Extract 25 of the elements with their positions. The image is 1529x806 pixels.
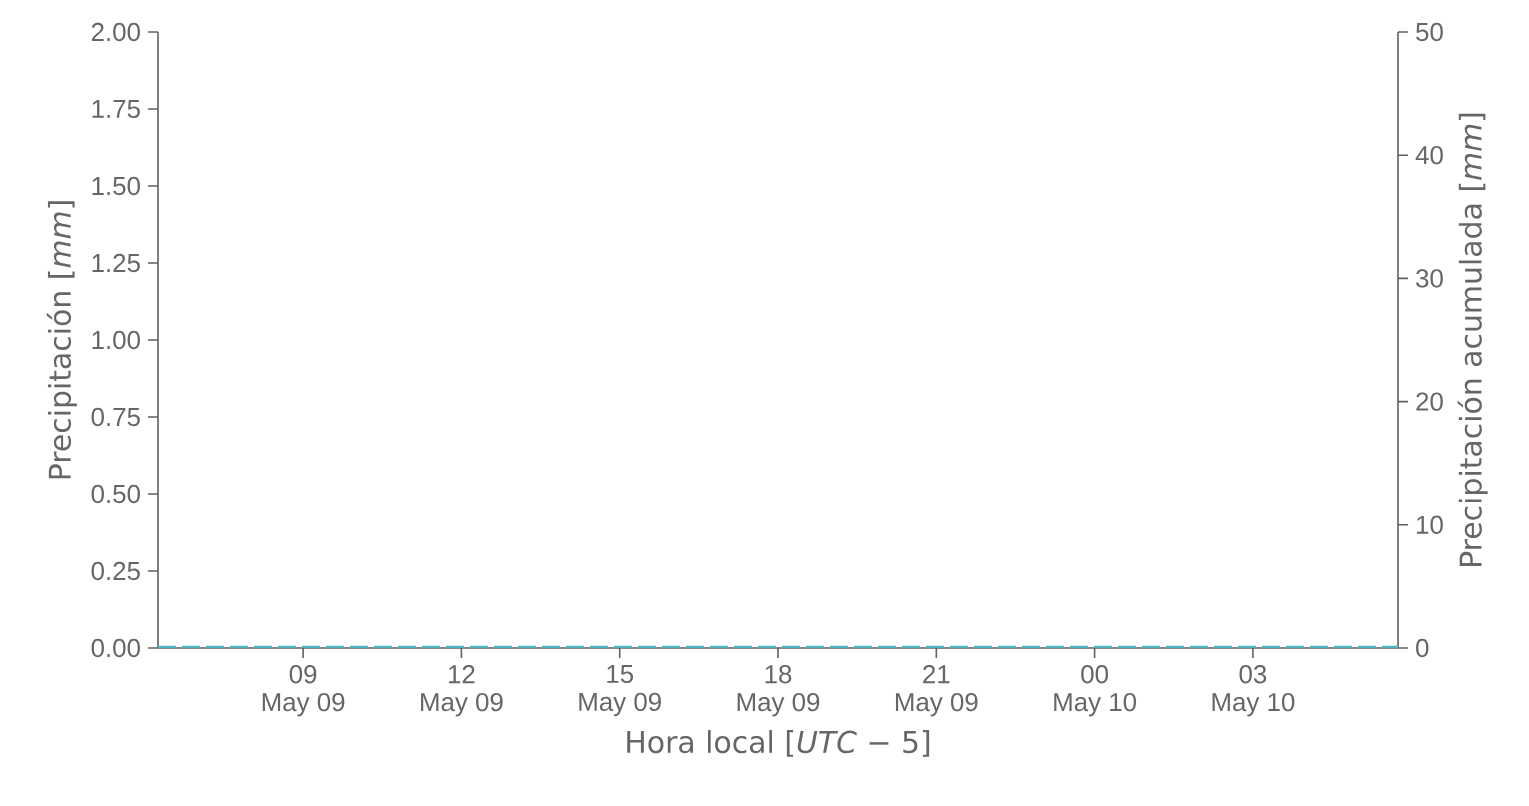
x-tick-label: 00 May 10 <box>1054 665 1137 717</box>
y-tick-label: 1.50 <box>92 176 140 196</box>
y-tick-label: 0.75 <box>91 407 140 427</box>
y-tick-label: 1.25 <box>92 253 140 273</box>
y-tick-label: 1.00 <box>92 330 140 350</box>
x-tick-label: 09 May 09 <box>262 665 345 717</box>
x-tick-label: 12 May 09 <box>421 665 503 717</box>
y-axis-title: Precipitación [mm] <box>46 201 77 479</box>
y-tick-label: 0.50 <box>91 484 140 504</box>
x-tick-label: 21 May 09 <box>895 665 978 717</box>
y-tick-label: 0.00 <box>91 638 140 658</box>
y2-tick-label: 40 <box>1415 146 1443 165</box>
y-tick-label: 2.00 <box>91 22 140 42</box>
y-tick-label: 0.25 <box>91 561 140 581</box>
y2-tick-label: 50 <box>1416 22 1443 42</box>
y2-tick-label: 10 <box>1417 515 1443 534</box>
x-tick-label: 15 May 09 <box>579 665 661 717</box>
x-tick-label: 18 May 09 <box>737 665 820 717</box>
x-tick-label: 03 May 10 <box>1212 665 1295 717</box>
y-tick-label: 1.75 <box>92 99 140 119</box>
x-axis-title: Hora local [UTC − 5] <box>627 730 930 757</box>
y2-tick-label: 30 <box>1416 269 1443 288</box>
y2-axis-title: Precipitación acumulada [mm] <box>1457 113 1488 566</box>
y2-tick-label: 0 <box>1416 638 1429 658</box>
y2-tick-label: 20 <box>1416 392 1443 411</box>
